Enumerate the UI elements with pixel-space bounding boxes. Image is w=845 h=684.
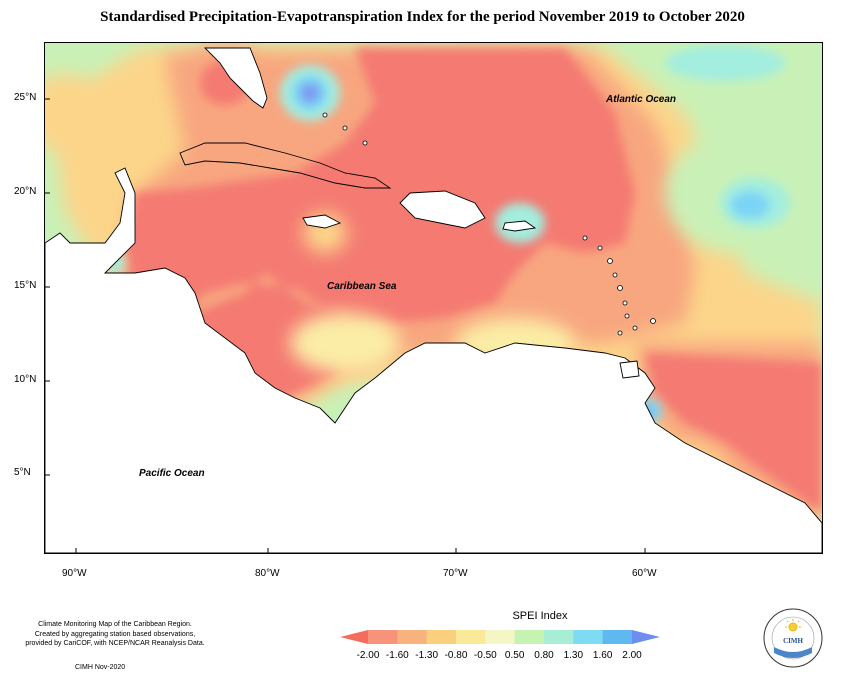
legend-label: 0.80 bbox=[534, 650, 554, 661]
footnote-line-1: Climate Monitoring Map of the Caribbean … bbox=[38, 621, 192, 628]
map-title: Standardised Precipitation-Evapotranspir… bbox=[100, 9, 745, 25]
legend-swatch bbox=[602, 630, 633, 644]
legend-arrow-high bbox=[632, 630, 660, 644]
legend-arrow-low bbox=[340, 630, 368, 644]
lat-tick-10n: 10°N bbox=[14, 374, 37, 385]
legend-swatch bbox=[573, 630, 604, 644]
puerto-rico bbox=[502, 220, 537, 232]
credit-text: CIMH Nov-2020 bbox=[75, 664, 126, 671]
trinidad bbox=[619, 360, 640, 379]
pacific-ocean-label: Pacific Ocean bbox=[139, 468, 205, 479]
sun-icon bbox=[785, 619, 801, 632]
legend-swatches bbox=[340, 630, 660, 644]
cimh-logo: CIMH bbox=[763, 608, 823, 668]
legend-swatch bbox=[368, 630, 398, 644]
legend-swatch bbox=[544, 630, 574, 644]
spei-map-canvas bbox=[45, 43, 822, 553]
map-ticks bbox=[45, 98, 646, 553]
legend-label: -0.50 bbox=[473, 650, 497, 661]
legend-label: 1.30 bbox=[563, 650, 584, 661]
lon-tick-90w: 90°W bbox=[62, 568, 87, 579]
logo-inner-ring bbox=[771, 616, 815, 660]
legend-swatch bbox=[514, 630, 545, 644]
footnote: Climate Monitoring Map of the Caribbean … bbox=[10, 620, 220, 649]
legend-swatch bbox=[397, 630, 428, 644]
legend-label: 0.50 bbox=[504, 650, 525, 661]
legend-title: SPEI Index bbox=[512, 610, 568, 622]
legend-labels: -2.00 -1.60 -1.30 -0.80 -0.50 0.50 0.80 1.30 1.6… bbox=[340, 650, 660, 664]
cuba bbox=[179, 142, 392, 189]
footnote-line-3: provided by CariCOF, with NCEP/NCAR Rean… bbox=[25, 640, 205, 647]
spei-map: Atlantic Ocean Caribbean Sea Pacific Oce… bbox=[44, 42, 823, 554]
wet-zones bbox=[105, 45, 790, 423]
lon-tick-60w: 60°W bbox=[632, 568, 657, 579]
legend-label: -0.80 bbox=[444, 650, 468, 661]
legend-label: 2.00 bbox=[622, 650, 642, 661]
caribbean-sea-label: Caribbean Sea bbox=[327, 281, 397, 292]
legend-swatch bbox=[456, 630, 486, 644]
footnote-line-2: Created by aggregating station based obs… bbox=[34, 630, 196, 638]
legend-swatch bbox=[485, 630, 516, 644]
legend-swatch bbox=[426, 630, 457, 644]
legend-colorbar bbox=[340, 630, 660, 644]
legend-label: -1.60 bbox=[385, 650, 409, 661]
jamaica bbox=[302, 214, 342, 229]
lat-tick-15n: 15°N bbox=[14, 280, 37, 291]
central-america bbox=[45, 167, 822, 553]
lesser-antilles bbox=[322, 112, 656, 336]
land-masses bbox=[45, 47, 822, 553]
lat-tick-25n: 25°N bbox=[14, 92, 37, 103]
logo-wave bbox=[774, 647, 812, 658]
lon-tick-80w: 80°W bbox=[255, 568, 280, 579]
hispaniola bbox=[399, 190, 486, 229]
legend-label: -1.30 bbox=[415, 650, 439, 661]
legend-label: -2.00 bbox=[356, 650, 380, 661]
florida bbox=[203, 47, 268, 109]
legend-label: 1.60 bbox=[592, 650, 613, 661]
logo-text: CIMH bbox=[783, 637, 803, 645]
lat-tick-5n: 5°N bbox=[14, 467, 31, 478]
lat-tick-20n: 20°N bbox=[14, 186, 37, 197]
lon-tick-70w: 70°W bbox=[443, 568, 468, 579]
atlantic-ocean-label: Atlantic Ocean bbox=[606, 94, 677, 105]
